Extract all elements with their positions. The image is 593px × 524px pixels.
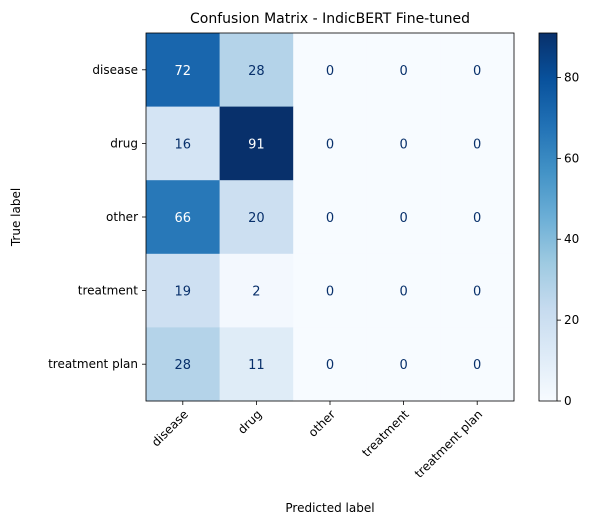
cell-value-label: 0 (473, 285, 481, 300)
heatmap-cell (219, 180, 294, 255)
x-tick-labels: disease drug other treatment treatment plan (149, 401, 485, 481)
cell-value-label: 28 (248, 64, 265, 79)
cell-value-label: 19 (175, 285, 192, 300)
heatmap-cell (440, 327, 515, 402)
y-tick-labels: disease drug other treatment treatment plan (48, 63, 146, 371)
cell-value-label: 0 (326, 285, 334, 300)
colorbar-tick-label: 80 (564, 70, 579, 84)
cell-value-label: 11 (248, 358, 265, 373)
heatmap-cell (366, 327, 441, 402)
heatmap-cell (440, 253, 515, 328)
heatmap-cell (366, 33, 441, 108)
y-axis-label: True label (9, 188, 23, 247)
chart-title: Confusion Matrix - IndicBERT Fine-tuned (190, 11, 470, 27)
x-tick-label: disease (149, 407, 191, 449)
cell-value-label: 0 (326, 211, 334, 226)
x-tick-label: treatment plan (412, 407, 485, 480)
heatmap-cell (440, 106, 515, 181)
colorbar-tick-label: 60 (564, 151, 579, 165)
cell-value-label: 91 (248, 137, 265, 152)
heatmap-cell (219, 327, 294, 402)
cell-value-label: 0 (473, 358, 481, 373)
x-axis-label: Predicted label (285, 501, 374, 515)
x-tick-label: drug (235, 407, 265, 437)
y-tick-label: drug (110, 136, 138, 150)
heatmap-cell (293, 327, 368, 402)
cell-value-label: 66 (175, 211, 192, 226)
cell-value-label: 0 (326, 64, 334, 79)
cell-value-label: 0 (399, 285, 407, 300)
heatmap-cell (219, 253, 294, 328)
heatmap-cell (440, 180, 515, 255)
heatmap-cell (293, 106, 368, 181)
cell-value-label: 0 (399, 358, 407, 373)
y-tick-label: treatment (78, 284, 138, 298)
heatmap-cell (219, 33, 294, 108)
heatmap-cell (146, 106, 221, 181)
cell-value-label: 0 (326, 358, 334, 373)
x-tick-label: treatment (359, 407, 412, 460)
heatmap-cell (293, 180, 368, 255)
cell-value-label: 0 (473, 64, 481, 79)
heatmap-cell (146, 180, 221, 255)
plot-frame (145, 32, 515, 402)
heatmap-cells: 72 28 0 0 016 91 0 0 066 20 0 0 019 2 0 0 028 11 0 0 0 (146, 33, 515, 402)
cell-value-label: 2 (252, 285, 260, 300)
colorbar-tick-label: 20 (564, 313, 579, 327)
x-tick-label: other (306, 407, 339, 440)
heatmap-cell (146, 327, 221, 402)
y-tick-label: other (106, 210, 138, 224)
cell-value-label: 0 (326, 137, 334, 152)
cell-value-label: 20 (248, 211, 265, 226)
colorbar-tick-label: 0 (564, 394, 572, 408)
heatmap-cell (146, 33, 221, 108)
y-tick-label: treatment plan (48, 357, 138, 371)
heatmap-cell (293, 33, 368, 108)
cell-value-label: 0 (399, 137, 407, 152)
heatmap-cell (366, 106, 441, 181)
cell-value-label: 0 (473, 211, 481, 226)
cell-value-label: 16 (175, 137, 192, 152)
y-tick-label: disease (92, 63, 138, 77)
heatmap-cell (440, 33, 515, 108)
heatmap-cell (146, 253, 221, 328)
cell-value-label: 0 (399, 211, 407, 226)
colorbar-ticks: 0 20 40 60 80 (557, 70, 579, 408)
heatmap-cell (219, 106, 294, 181)
heatmap-cell (293, 253, 368, 328)
cell-value-label: 0 (399, 64, 407, 79)
heatmap-cell (366, 180, 441, 255)
cell-value-label: 72 (175, 64, 192, 79)
cell-value-label: 28 (175, 358, 192, 373)
colorbar-tick-label: 40 (564, 232, 579, 246)
colorbar (538, 32, 558, 402)
cell-value-label: 0 (473, 137, 481, 152)
heatmap-cell (366, 253, 441, 328)
